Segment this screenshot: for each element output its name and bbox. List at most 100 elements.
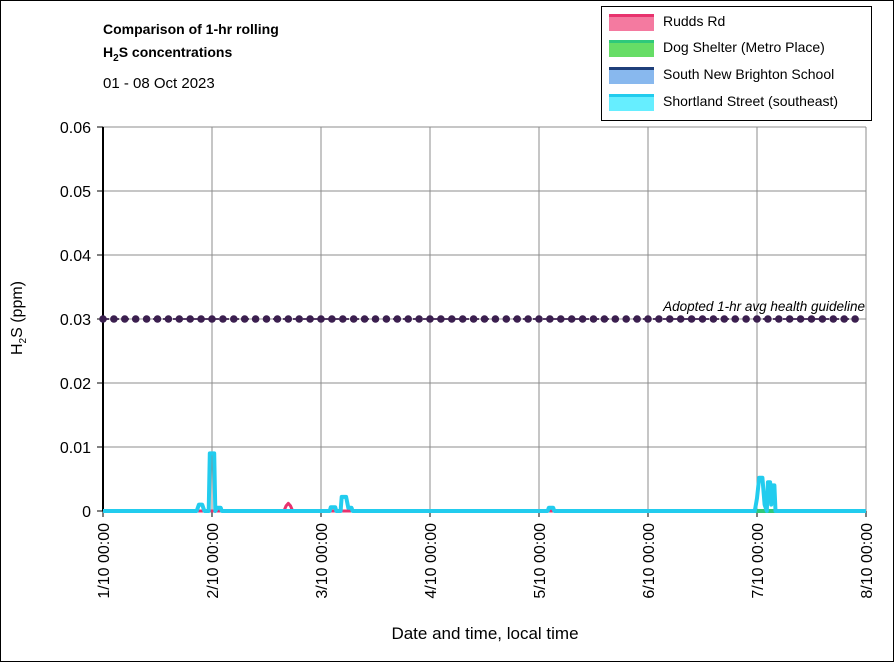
guideline-marker: [753, 315, 761, 323]
legend-item-rudds-rd: Rudds Rd: [609, 11, 864, 33]
guideline-marker: [818, 315, 827, 323]
y-tick-label: 0.03: [60, 312, 91, 329]
guideline-marker: [371, 315, 380, 323]
guideline-marker: [240, 315, 249, 323]
legend-item-south-new-brighton: South New Brighton School: [609, 64, 864, 86]
x-tick-label: 7/10 00:00: [750, 523, 767, 599]
guideline-marker: [589, 315, 598, 323]
guideline-marker: [404, 315, 413, 323]
x-tick-label: 3/10 00:00: [314, 523, 331, 599]
guideline-marker: [676, 315, 685, 323]
guideline-marker: [393, 315, 402, 323]
guideline-marker: [557, 315, 565, 323]
series-line-shortland-street: [103, 451, 866, 513]
x-tick-label: 4/10 00:00: [423, 523, 440, 599]
guideline-marker: [219, 315, 227, 323]
guideline-marker: [426, 315, 434, 323]
guideline-marker: [600, 315, 609, 323]
legend-label-south-new-brighton: South New Brighton School: [663, 66, 835, 82]
guideline-marker: [491, 315, 500, 323]
guideline-marker: [197, 315, 205, 323]
x-tick-label: 6/10 00:00: [641, 523, 658, 599]
legend-item-shortland-street: Shortland Street (southeast): [609, 91, 864, 113]
guideline-marker: [829, 315, 838, 323]
guideline-marker: [666, 315, 674, 323]
guideline-marker: [153, 315, 162, 323]
guideline-marker: [164, 315, 173, 323]
chart-title-line2: H2S concentrations: [103, 41, 279, 70]
guideline-marker: [775, 315, 783, 323]
guideline-marker: [502, 315, 511, 323]
y-tick-label: 0.01: [60, 440, 91, 457]
guideline-marker: [622, 315, 630, 323]
guideline-marker: [251, 315, 260, 323]
y-tick-label: 0.05: [60, 184, 91, 201]
guideline-marker: [382, 315, 391, 323]
guideline-marker: [785, 315, 794, 323]
guideline-marker: [131, 315, 140, 323]
y-tick-label: 0.04: [60, 248, 91, 265]
chart-title-sub: 2: [113, 52, 119, 64]
legend: Rudds Rd Dog Shelter (Metro Place) South…: [601, 6, 872, 121]
guideline-marker: [328, 315, 336, 323]
guideline-marker: [687, 315, 696, 323]
y-tick-label: 0: [82, 504, 91, 521]
guideline-marker: [437, 315, 445, 323]
chart-title-suffix: S concentrations: [118, 44, 233, 60]
chart-subtitle: 01 - 08 Oct 2023: [103, 75, 215, 92]
chart-title-line1: Comparison of 1-hr rolling: [103, 21, 279, 37]
guideline-marker: [524, 315, 532, 323]
guideline-marker: [99, 315, 107, 323]
legend-swatch-rudds-rd: [609, 14, 654, 31]
guideline-marker: [175, 315, 184, 323]
guideline-marker: [644, 315, 652, 323]
guideline-marker: [415, 315, 423, 323]
guideline-marker: [578, 315, 587, 323]
guideline-marker: [273, 315, 282, 323]
guideline-marker: [208, 315, 216, 323]
x-tick-label: 2/10 00:00: [205, 523, 222, 599]
guideline-marker: [295, 315, 304, 323]
guideline-marker: [720, 315, 729, 323]
guideline-marker: [796, 315, 805, 323]
y-axis-title-sub: 2: [18, 337, 30, 344]
y-axis-title-suffix: S (ppm): [8, 280, 26, 338]
y-axis-title-h: H: [8, 343, 26, 356]
guideline-marker: [186, 315, 194, 323]
guideline-marker: [764, 315, 772, 323]
guideline-marker: [742, 315, 750, 323]
guideline-marker: [611, 315, 620, 323]
guideline-marker: [142, 315, 151, 323]
legend-swatch-shortland-street: [609, 94, 654, 111]
guideline-marker: [448, 315, 456, 323]
legend-label-shortland-street: Shortland Street (southeast): [663, 93, 839, 109]
guideline-marker: [469, 315, 478, 323]
guideline-marker: [458, 315, 467, 323]
guideline-marker: [731, 315, 739, 323]
x-tick-label: 1/10 00:00: [96, 523, 113, 599]
guideline-marker: [567, 315, 576, 323]
guideline-marker: [360, 315, 369, 323]
guideline-marker: [698, 315, 707, 323]
y-axis-title: H2S (ppm): [9, 281, 29, 355]
guideline-marker: [339, 315, 347, 323]
guideline-label: Adopted 1-hr avg health guideline: [662, 299, 865, 314]
guideline-marker: [807, 315, 816, 323]
guideline-marker: [480, 315, 489, 323]
guideline-marker: [535, 315, 543, 323]
guideline-marker: [349, 315, 358, 323]
guideline-marker: [284, 315, 293, 323]
guideline-marker: [709, 315, 718, 323]
guideline-marker: [851, 315, 859, 323]
y-tick-label: 0.06: [60, 120, 91, 137]
guideline-marker: [840, 315, 848, 323]
guideline-marker: [546, 315, 554, 323]
legend-swatch-south-new-brighton: [609, 67, 654, 84]
y-tick-label: 0.02: [60, 376, 91, 393]
guideline-marker: [110, 315, 118, 323]
legend-label-rudds-rd: Rudds Rd: [663, 13, 726, 29]
guideline-marker: [513, 315, 521, 323]
x-axis-title: Date and time, local time: [391, 624, 579, 643]
legend-swatch-dog-shelter: [609, 40, 654, 57]
